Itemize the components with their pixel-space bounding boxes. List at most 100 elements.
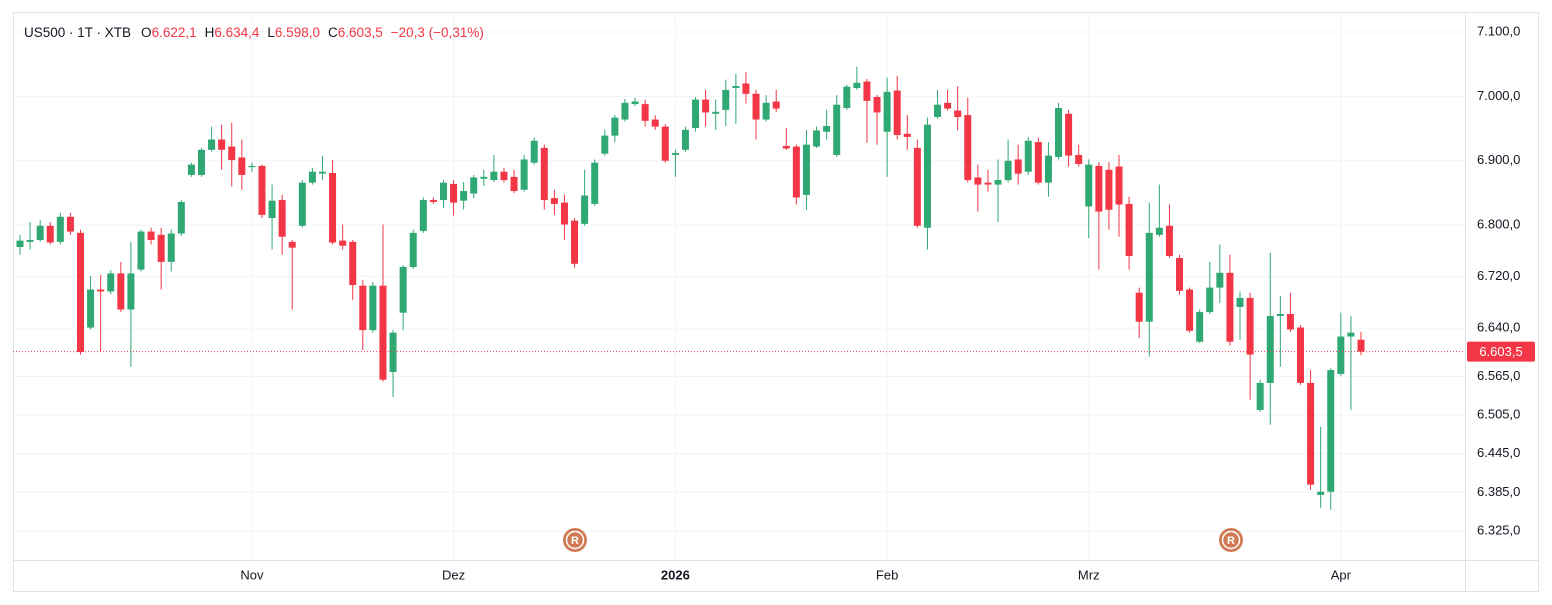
- candle-body: [1347, 332, 1355, 337]
- candle-body: [661, 126, 669, 161]
- candle-body: [1176, 257, 1184, 291]
- candle-body: [339, 240, 347, 246]
- candle-body: [591, 162, 599, 204]
- candle-body: [76, 232, 84, 353]
- candle-body: [782, 145, 790, 149]
- candle-body: [692, 99, 700, 128]
- candle-body: [1024, 140, 1032, 172]
- marker-ring: [565, 530, 585, 550]
- candle-body: [944, 102, 952, 109]
- candle-body: [197, 149, 205, 175]
- y-tick-label: 6.720,0: [1477, 268, 1520, 283]
- candle-body: [429, 200, 437, 202]
- x-tick-label: Mrz: [1078, 567, 1100, 582]
- candle-body: [26, 239, 34, 242]
- field-key: O: [141, 25, 152, 40]
- candle-body: [1155, 227, 1163, 235]
- candle-body: [1145, 232, 1153, 322]
- candle-body: [510, 176, 518, 192]
- y-tick-label: 6.325,0: [1477, 522, 1520, 537]
- candle-body: [903, 133, 911, 137]
- candle-body: [369, 285, 377, 331]
- candle-body: [228, 146, 236, 161]
- candle-body: [1206, 287, 1214, 313]
- candle-body: [1196, 312, 1204, 342]
- candle-body: [1216, 272, 1224, 288]
- candle-body: [1075, 154, 1083, 164]
- candle-body: [762, 102, 770, 120]
- x-tick-label: Nov: [240, 567, 264, 582]
- candle-body: [147, 231, 155, 240]
- marker-text: R: [571, 535, 579, 547]
- candle-body: [258, 165, 266, 215]
- x-tick-label: 2026: [661, 567, 690, 582]
- candle-body: [399, 267, 407, 313]
- candle-body: [520, 159, 528, 190]
- legend: US500 · 1T · XTB O6.622,1 H6.634,4 L6.598,0…: [24, 25, 484, 40]
- candle-body: [1055, 107, 1063, 157]
- candle-body: [1135, 292, 1143, 322]
- candle-body: [1246, 297, 1254, 355]
- candle-body: [1357, 339, 1365, 352]
- candle-body: [66, 216, 74, 232]
- candle-body: [248, 165, 256, 168]
- candle-body: [964, 115, 972, 181]
- candle-body: [893, 90, 901, 135]
- candle-body: [1085, 164, 1093, 207]
- candle-body: [349, 241, 357, 286]
- candle-body: [984, 182, 992, 185]
- candle-body: [470, 177, 478, 194]
- candle-body: [439, 182, 447, 201]
- y-tick-label: 6.565,0: [1477, 368, 1520, 383]
- candle-body: [1327, 370, 1335, 492]
- candle-body: [873, 97, 881, 113]
- event-marker[interactable]: R: [563, 528, 587, 552]
- candle-body: [923, 124, 931, 228]
- candle-body: [1276, 314, 1284, 316]
- candle-body: [1297, 327, 1305, 383]
- candle-body: [934, 104, 942, 117]
- candle-body: [722, 89, 730, 110]
- field-key: C: [328, 25, 338, 40]
- overlay: 6.325,0 6.385,0 6.445,0 6.505,0 6.565,0 6.640…: [13, 23, 1535, 582]
- candles: [16, 66, 1365, 510]
- y-tick-label: 6.385,0: [1477, 484, 1520, 499]
- candle-body: [712, 111, 720, 114]
- candle-body: [329, 172, 337, 243]
- event-marker[interactable]: R: [1219, 528, 1243, 552]
- candle-body: [843, 86, 851, 108]
- candle-body: [792, 146, 800, 198]
- candle-body: [238, 157, 246, 175]
- candle-body: [298, 182, 306, 226]
- candle-body: [913, 147, 921, 226]
- candle-body: [1186, 289, 1194, 331]
- candle-body: [1125, 203, 1133, 257]
- last-price-label: 6.603,5: [1479, 344, 1522, 359]
- candle-body: [87, 289, 95, 328]
- candle-body: [833, 104, 841, 155]
- field-value: 6.634,4: [214, 25, 260, 40]
- candle-body: [268, 200, 276, 219]
- marker-text: R: [1227, 535, 1235, 547]
- y-tick-label: 6.800,0: [1477, 217, 1520, 232]
- candle-body: [318, 171, 326, 174]
- candle-body: [419, 200, 427, 231]
- x-tick-label: Dez: [442, 567, 465, 582]
- candle-body: [36, 225, 44, 240]
- candle-body: [742, 83, 750, 94]
- candle-body: [389, 332, 397, 372]
- candle-body: [278, 200, 286, 237]
- y-tick-label: 6.640,0: [1477, 320, 1520, 335]
- candle-body: [56, 216, 64, 242]
- candle-body: [16, 240, 24, 248]
- field-key: L: [267, 25, 275, 40]
- candle-body: [1236, 297, 1244, 307]
- candle-body: [883, 91, 891, 132]
- candle-body: [117, 273, 125, 310]
- candle-body: [1286, 314, 1294, 330]
- candle-body: [97, 289, 105, 292]
- y-tick-label: 6.900,0: [1477, 152, 1520, 167]
- y-tick-label: 7.000,0: [1477, 88, 1520, 103]
- candle-body: [1165, 225, 1173, 257]
